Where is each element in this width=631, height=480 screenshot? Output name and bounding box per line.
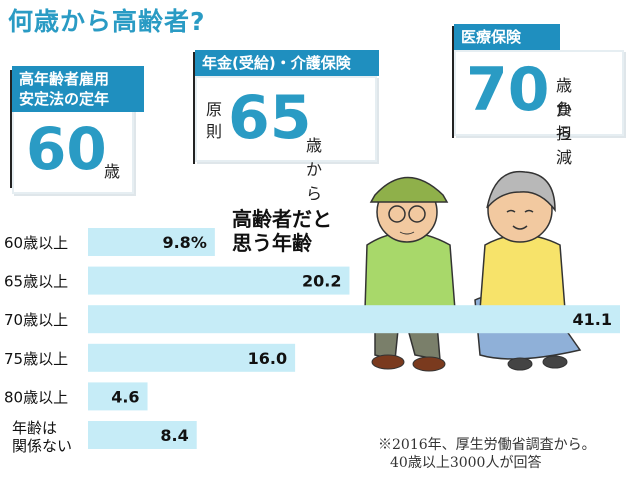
category-label: 80歳以上	[4, 388, 68, 406]
bar-value-label: 4.6	[111, 387, 139, 406]
age-number: 70	[466, 55, 550, 125]
bar-value-label: 41.1	[573, 310, 612, 329]
category-label: 関係ない	[12, 437, 72, 455]
age-suffix: 歳から	[306, 136, 323, 203]
panel-body	[454, 50, 624, 136]
panel-heading-line: 高年齢者雇用	[19, 70, 110, 88]
page-title: 何歳から高齢者?	[8, 7, 206, 36]
bar	[88, 266, 350, 295]
chart-heading-line: 思う年齢	[232, 231, 312, 255]
category-label: 60歳以上	[4, 234, 68, 252]
bar-value-label: 20.2	[302, 272, 341, 291]
flag-pole	[193, 52, 195, 164]
flag-pole	[452, 26, 454, 138]
bar	[88, 305, 620, 334]
prefix-char: 原	[206, 100, 223, 119]
panel-heading: 医療保険	[454, 24, 560, 50]
bar	[88, 421, 197, 449]
prefix-char: 則	[206, 122, 223, 141]
age-suffix: 負担減	[556, 100, 573, 167]
bar	[88, 228, 215, 256]
panel-heading: 年金(受給)・介護保険	[195, 50, 379, 76]
panel-heading-line: 安定法の定年	[19, 90, 110, 108]
bar-value-label: 16.0	[248, 349, 287, 368]
panel-body	[195, 76, 377, 162]
age-suffix: 歳	[104, 162, 121, 181]
source-note-line: ※2016年、厚生労働省調査から。	[378, 437, 596, 453]
age-suffix: 歳から	[556, 76, 573, 143]
source-note-line: 40歳以上3000人が回答	[390, 455, 542, 471]
category-label: 65歳以上	[4, 273, 68, 291]
panel-heading: 高年齢者雇用 安定法の定年	[12, 66, 144, 112]
age-perception-bar-chart: 9.8% 60歳以上 20.2 65歳以上 41.1 70歳以上 16.0 75歳以上 4.6 8…	[4, 228, 620, 455]
bar	[88, 343, 296, 372]
chart-heading-line: 高齢者だと	[232, 207, 332, 231]
category-label: 75歳以上	[4, 350, 68, 368]
bar-value-label: 8.4	[160, 426, 188, 445]
source-note: ※2016年、厚生労働省調査から。 40歳以上3000人が回答	[378, 436, 596, 472]
bar-value-label: 9.8%	[162, 233, 206, 252]
category-label: 年齢は	[12, 419, 57, 437]
age-number: 65	[228, 83, 312, 153]
flag-pole	[10, 70, 12, 188]
bar	[88, 382, 148, 411]
age-number: 60	[26, 115, 107, 183]
category-label: 70歳以上	[4, 311, 68, 329]
chart-heading: 高齢者だと 思う年齢	[232, 207, 332, 255]
